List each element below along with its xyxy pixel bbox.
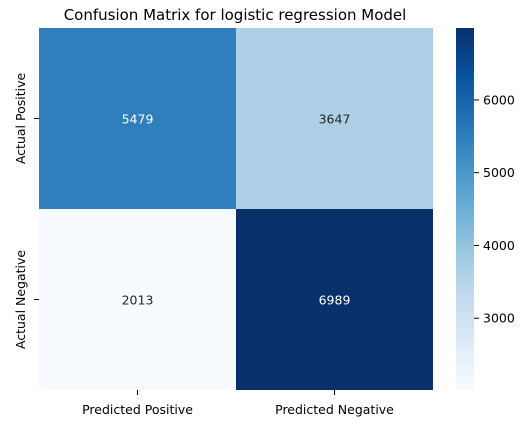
cell-label-r0-c1: 3647 [319, 112, 351, 127]
colorbar-gradient [456, 28, 474, 390]
colorbar-tick-label-2: 5000 [483, 165, 515, 180]
colorbar-tick-label-1: 4000 [483, 238, 515, 253]
colorbar-tick-label-3: 6000 [483, 92, 515, 107]
cell-label-r1-c0: 2013 [122, 293, 154, 308]
colorbar-ticks: 3000 4000 5000 6000 [474, 92, 515, 325]
cell-label-r0-c0: 5479 [122, 112, 154, 127]
y-tick-label-0: Actual Positive [13, 73, 28, 165]
chart-title: Confusion Matrix for logistic regression… [64, 6, 407, 24]
cell-label-r1-c1: 6989 [319, 293, 351, 308]
heatmap-cells [39, 28, 433, 390]
x-axis: Predicted Positive Predicted Negative [82, 390, 394, 417]
colorbar-tick-label-0: 3000 [483, 311, 515, 326]
x-tick-label-0: Predicted Positive [82, 402, 193, 417]
y-axis: Actual Positive Actual Negative [13, 73, 39, 350]
x-tick-label-1: Predicted Negative [275, 402, 394, 417]
y-tick-label-1: Actual Negative [13, 250, 28, 350]
colorbar: 3000 4000 5000 6000 [456, 28, 515, 390]
